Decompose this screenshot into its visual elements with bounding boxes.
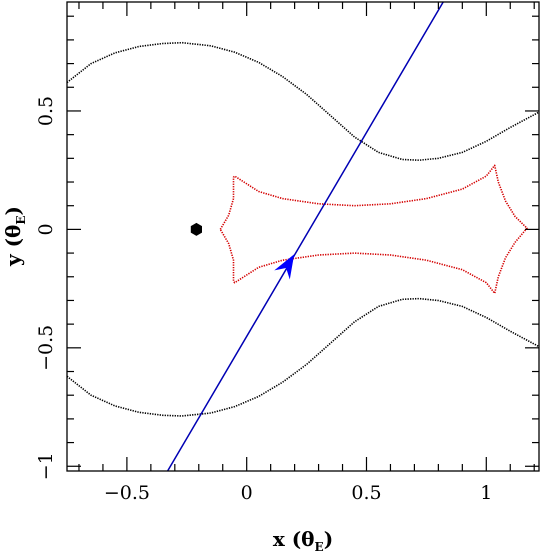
series-caustic — [219, 164, 528, 295]
x-axis-label: x (θE) — [273, 527, 333, 554]
series-source-trajectory — [166, 2, 444, 471]
y-tick-label: −1 — [35, 452, 57, 480]
series-critical-curve-upper — [67, 41, 539, 161]
y-axis-label-main: y (θ — [1, 225, 25, 267]
tick-labels: −0.5 0 0.5 1 −1 −0.5 0 0.5 — [35, 96, 492, 504]
plot-content — [67, 2, 539, 471]
axis-ticks — [67, 2, 539, 471]
x-axis-label-close: ) — [324, 527, 333, 551]
x-tick-label: 1 — [480, 482, 492, 504]
x-tick-label: −0.5 — [104, 482, 150, 504]
series-critical-curve-lower — [67, 297, 539, 417]
x-tick-label: 0.5 — [351, 482, 381, 504]
plot-frame — [66, 1, 540, 472]
x-tick-label: 0 — [241, 482, 253, 504]
lens-marker — [190, 222, 202, 236]
y-tick-label: −0.5 — [35, 325, 57, 371]
y-axis-label: y (θE) — [1, 206, 28, 267]
y-tick-label: 0 — [35, 223, 57, 235]
x-axis-label-sub: E — [315, 540, 324, 554]
x-axis-label-main: x (θ — [273, 527, 315, 551]
y-axis-label-sub: E — [14, 215, 28, 224]
trajectory-arrowhead — [274, 254, 295, 280]
y-tick-label: 0.5 — [35, 96, 57, 126]
y-axis-label-close: ) — [1, 206, 25, 215]
